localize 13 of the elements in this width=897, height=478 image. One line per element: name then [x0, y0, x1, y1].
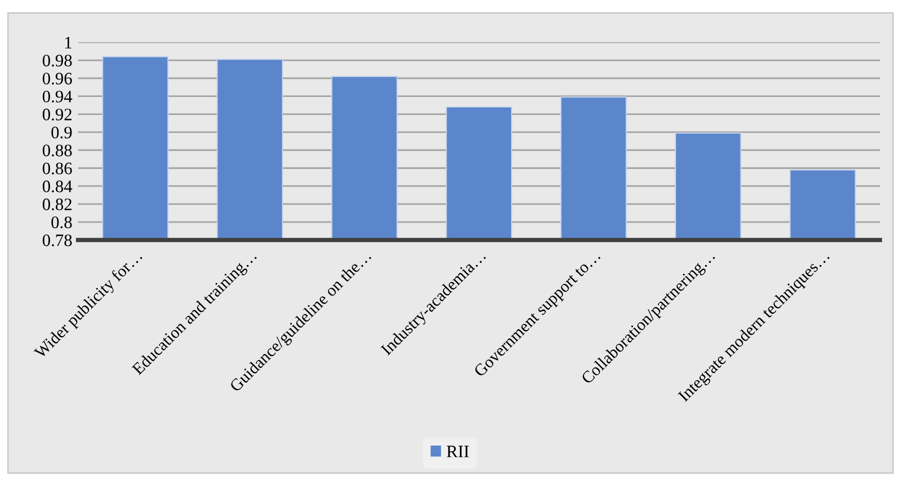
y-tick-label: 0.88 — [42, 144, 72, 156]
legend-label: RII — [446, 446, 469, 458]
y-tick-label: 0.94 — [42, 90, 72, 102]
y-tick-label: 0.92 — [42, 108, 72, 120]
y-tick-label: 0.82 — [42, 198, 72, 210]
y-tick-label: 0.9 — [51, 126, 72, 138]
y-tick-label: 1 — [65, 36, 72, 48]
y-tick-label: 0.98 — [42, 54, 72, 67]
y-tick-label: 0.78 — [42, 234, 72, 246]
y-tick-label: 0.96 — [42, 72, 72, 85]
y-tick-label: 0.84 — [42, 180, 72, 192]
y-tick-label: 0.8 — [51, 216, 72, 228]
y-tick-label: 0.86 — [42, 162, 72, 174]
